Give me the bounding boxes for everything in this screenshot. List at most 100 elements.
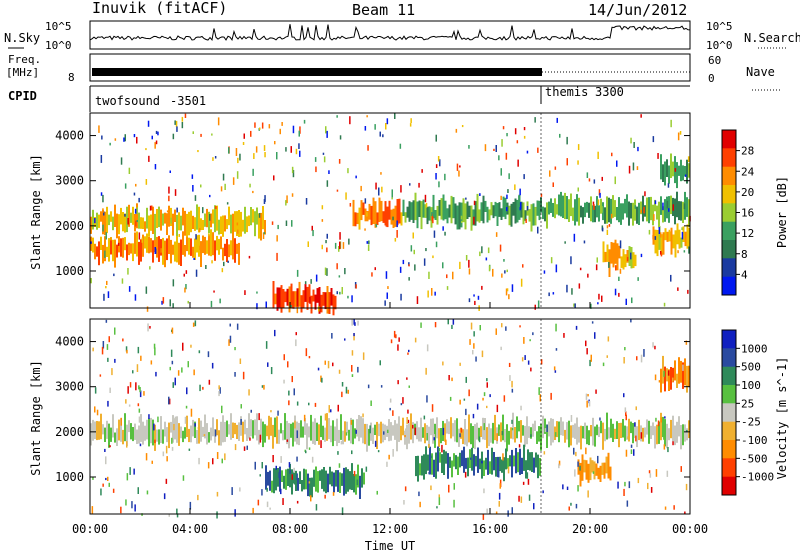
heat-speckle [322, 152, 325, 155]
heat-speckle [395, 334, 397, 339]
heat-cell [144, 221, 146, 232]
heat-speckle [280, 456, 282, 463]
heat-speckle [102, 341, 105, 349]
heat-cell [609, 466, 612, 481]
heat-cell [618, 197, 620, 223]
heat-speckle [554, 370, 557, 373]
heat-speckle [296, 269, 299, 277]
heat-speckle [288, 462, 291, 468]
heat-speckle [472, 350, 474, 355]
heat-speckle [324, 413, 327, 421]
heat-cell [302, 290, 305, 309]
heat-speckle [460, 427, 463, 433]
heat-speckle [91, 506, 94, 514]
heat-speckle [643, 206, 645, 214]
nave-label: Nave [746, 65, 775, 79]
heat-speckle [496, 404, 499, 413]
heat-cell [160, 209, 162, 231]
heat-cell [114, 204, 116, 227]
heat-cell [504, 197, 507, 220]
heat-speckle [599, 192, 601, 198]
heat-speckle [473, 294, 475, 297]
heat-speckle [371, 272, 373, 277]
heat-cell [326, 286, 329, 314]
heat-cell [102, 424, 104, 435]
heat-speckle [592, 471, 595, 474]
heat-speckle [523, 174, 525, 180]
heat-cell [226, 219, 228, 230]
colorbar-tick-label: 500 [741, 361, 761, 374]
heat-speckle [192, 131, 194, 134]
heat-speckle [527, 360, 530, 365]
heat-cell [288, 423, 290, 449]
heat-cell [126, 244, 128, 261]
station-title: Inuvik (fitACF) [92, 0, 227, 17]
heat-cell [132, 427, 134, 442]
heat-speckle [484, 144, 487, 152]
heat-speckle [573, 303, 575, 307]
heat-cell [606, 244, 609, 262]
y-tick-label: 4000 [55, 335, 84, 349]
heat-cell [334, 426, 336, 441]
heat-speckle [125, 346, 128, 352]
heat-speckle [573, 233, 576, 242]
cpid-panel: CPID twofsound -3501 themis 3300 [8, 85, 690, 112]
heat-speckle [508, 362, 511, 367]
heat-cell [604, 251, 607, 263]
heat-cell [680, 425, 682, 450]
heat-cell [152, 206, 154, 234]
heat-cell [180, 426, 182, 439]
heat-cell [287, 468, 289, 486]
heat-speckle [546, 424, 548, 432]
heat-cell [100, 211, 102, 222]
heat-cell [228, 206, 230, 226]
heat-speckle [308, 481, 311, 484]
heat-cell [350, 417, 352, 444]
heat-speckle [278, 472, 280, 478]
heat-speckle [627, 436, 629, 439]
heat-cell [192, 215, 194, 229]
velocity-feature-4 [660, 355, 690, 393]
heat-cell [539, 458, 541, 476]
heat-cell [586, 425, 588, 445]
heat-cell [130, 243, 132, 254]
heat-speckle [548, 292, 550, 297]
heat-cell [124, 237, 126, 251]
heat-cell [311, 477, 313, 498]
heat-cell [104, 236, 106, 262]
heat-cell [417, 455, 419, 482]
heat-cell [299, 471, 301, 484]
heat-cell [682, 165, 684, 181]
heat-cell [475, 455, 477, 467]
heat-cell [168, 205, 170, 227]
heat-cell [206, 240, 208, 254]
heat-speckle [633, 142, 635, 148]
heat-speckle [211, 362, 214, 369]
heat-speckle [685, 340, 688, 345]
heat-cell [96, 421, 98, 441]
heat-speckle [138, 197, 140, 203]
heat-cell [489, 461, 491, 474]
heat-speckle [226, 202, 229, 205]
heat-speckle [296, 456, 298, 462]
heat-cell [415, 456, 417, 477]
nsky-tick-right-bottom: 10^0 [706, 39, 733, 52]
heat-speckle [505, 326, 507, 331]
heat-cell [265, 465, 267, 490]
heat-speckle [277, 224, 279, 230]
heat-speckle [688, 246, 690, 254]
heat-speckle [223, 261, 225, 267]
heat-speckle [437, 156, 440, 162]
heat-cell [583, 459, 586, 473]
heat-cell [114, 432, 116, 443]
heat-cell [464, 419, 466, 445]
heat-speckle [244, 290, 246, 295]
heat-speckle [419, 501, 421, 508]
heat-speckle [235, 148, 238, 156]
heat-cell [98, 214, 100, 228]
heat-speckle [587, 394, 589, 397]
heat-speckle [193, 369, 195, 376]
heat-cell [444, 423, 446, 442]
heat-speckle [205, 265, 207, 269]
heat-speckle [221, 458, 223, 464]
